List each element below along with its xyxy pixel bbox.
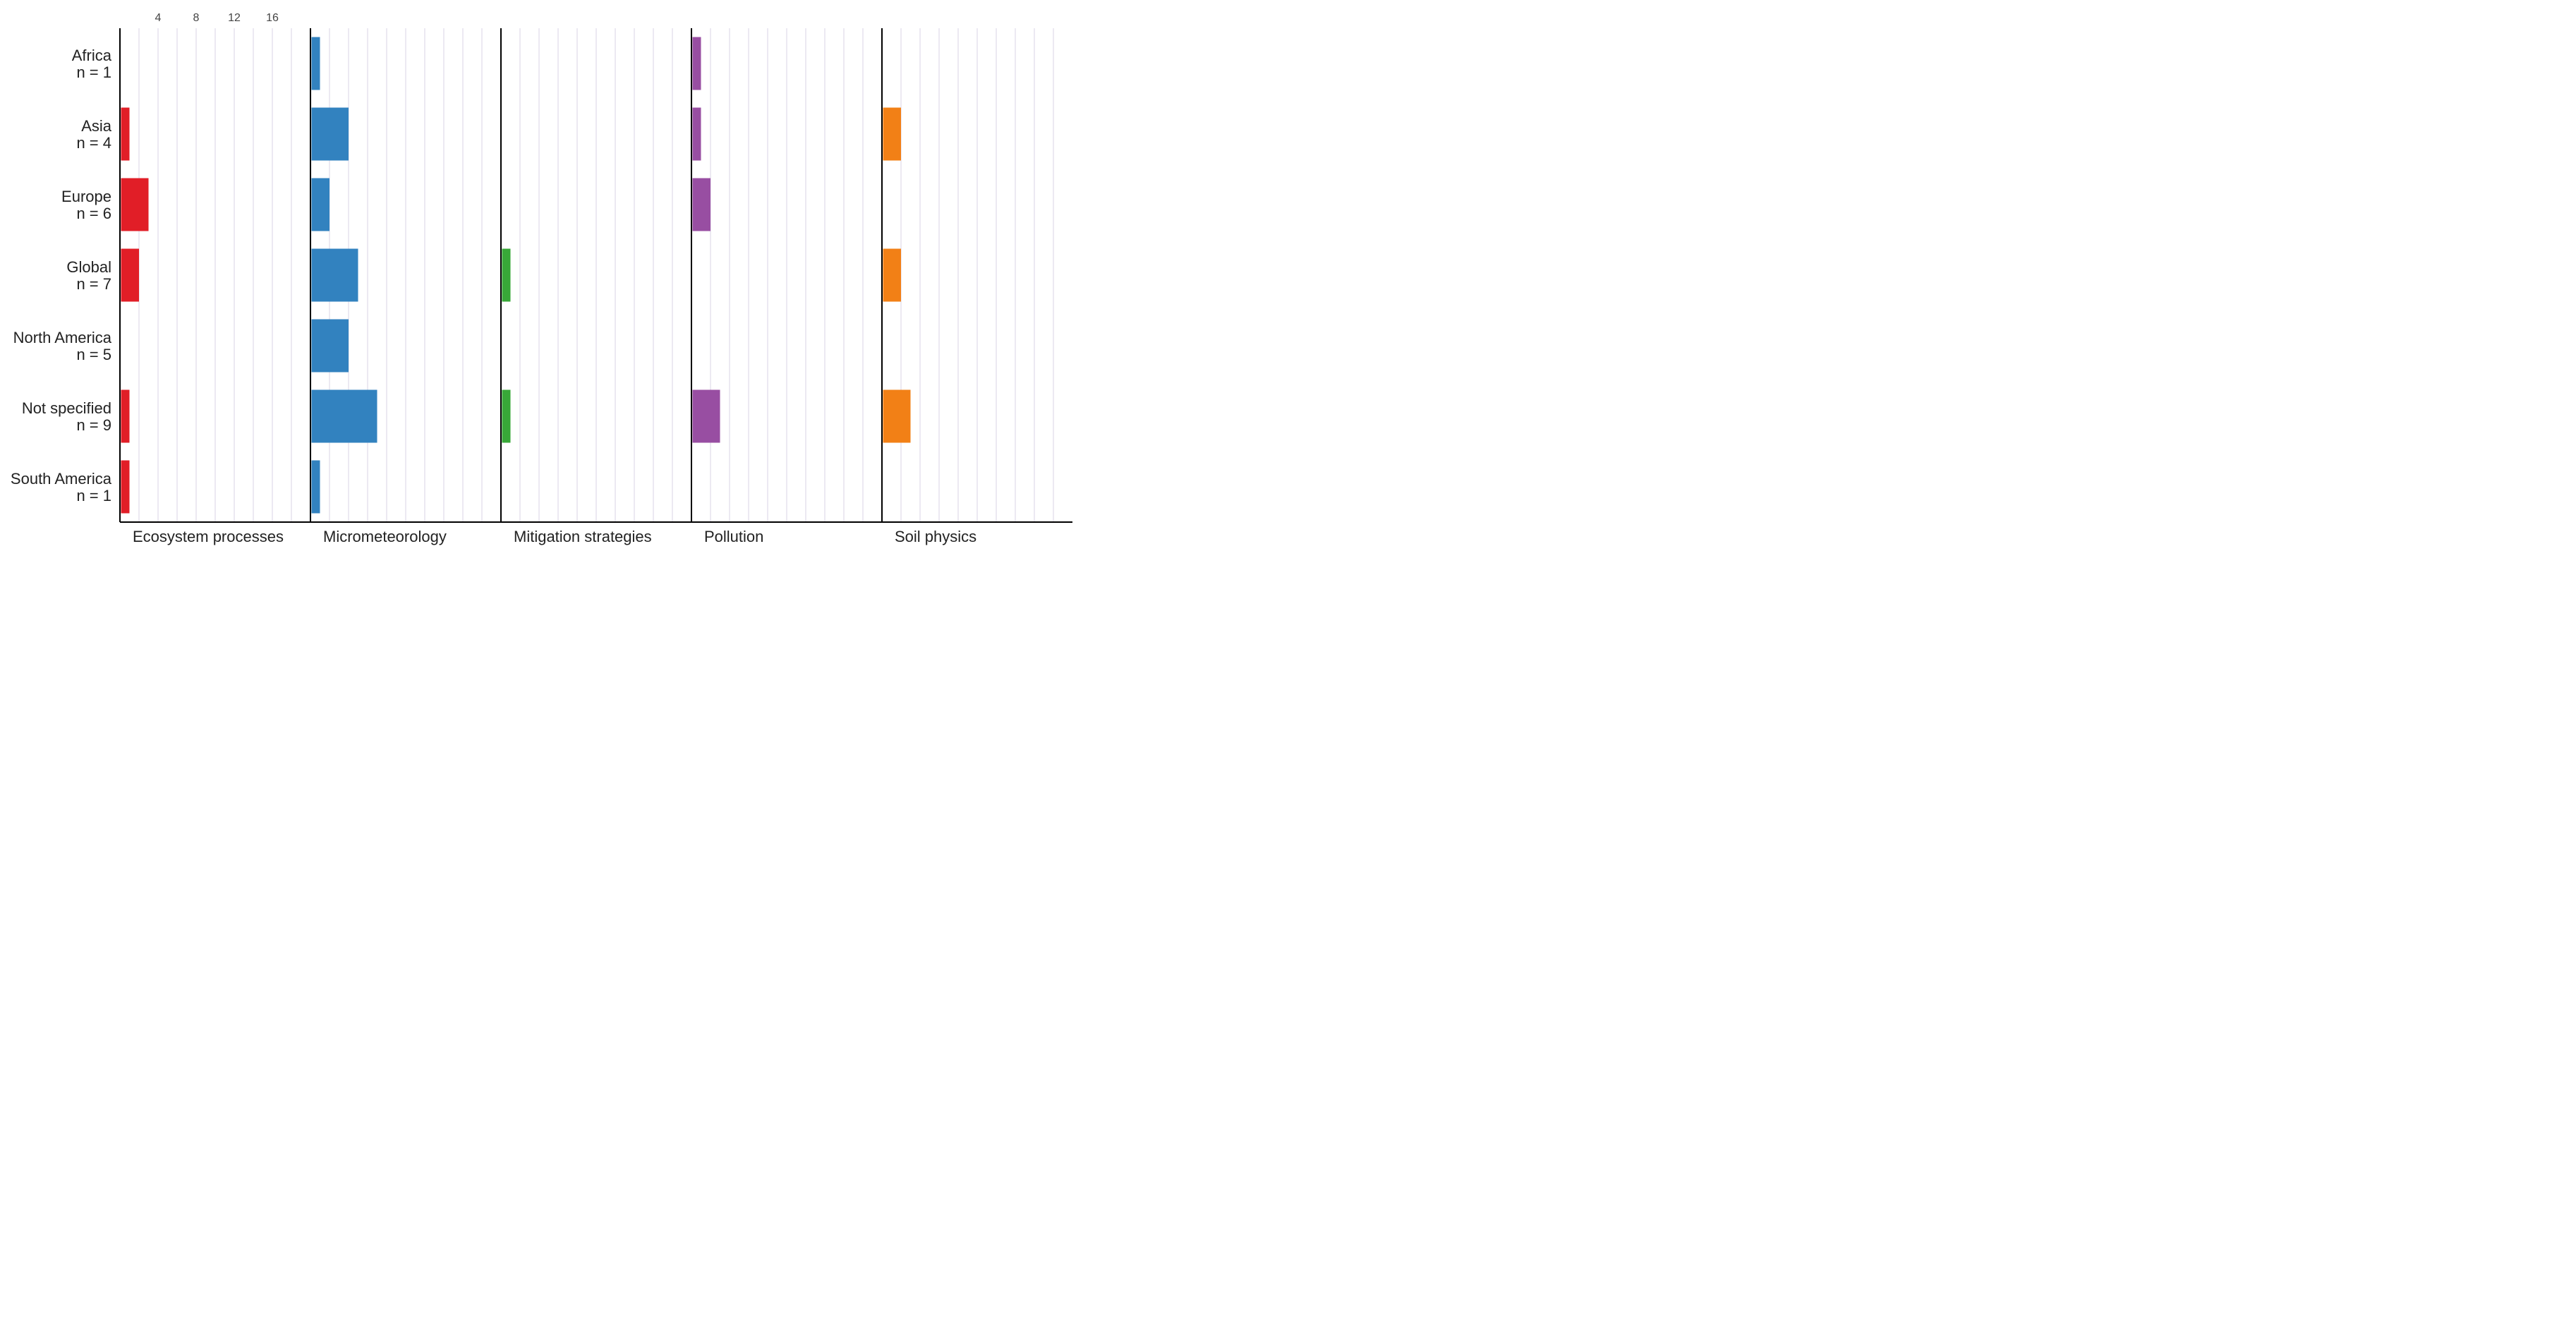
category-n-label: n = 7 (76, 275, 111, 293)
faceted-bar-chart: African = 1Asian = 4Europen = 6Globaln =… (0, 0, 1087, 564)
bar (121, 108, 130, 161)
bar (312, 320, 349, 373)
x-tick-label: 12 (228, 12, 241, 24)
category-label: Not specified (22, 399, 111, 417)
bar (312, 108, 349, 161)
bar (312, 249, 358, 302)
category-label: Europe (61, 188, 111, 205)
bar (121, 461, 130, 514)
panel-title: Pollution (704, 528, 763, 545)
bar (121, 249, 140, 302)
bar (312, 461, 320, 514)
bar (312, 179, 330, 231)
bar (502, 390, 511, 443)
bar (312, 37, 320, 90)
category-label: Global (66, 258, 111, 276)
panel-title: Ecosystem processes (133, 528, 284, 545)
x-tick-label: 4 (155, 12, 162, 24)
bar (693, 390, 720, 443)
bar (693, 37, 701, 90)
bar (121, 179, 149, 231)
panel-title: Micrometeorology (323, 528, 447, 545)
category-label: North America (13, 329, 112, 346)
bar (883, 249, 902, 302)
panel-title: Mitigation strategies (514, 528, 652, 545)
bar (883, 108, 902, 161)
category-n-label: n = 5 (76, 346, 111, 363)
x-tick-label: 16 (266, 12, 279, 24)
panel-title: Soil physics (895, 528, 976, 545)
x-tick-label: 8 (193, 12, 200, 24)
bar (883, 390, 911, 443)
bar (502, 249, 511, 302)
category-n-label: n = 4 (76, 134, 111, 152)
category-label: South America (11, 470, 112, 488)
bar (693, 108, 701, 161)
category-n-label: n = 9 (76, 416, 111, 434)
category-label: Asia (81, 117, 112, 135)
category-n-label: n = 1 (76, 487, 111, 504)
bar (693, 179, 711, 231)
category-n-label: n = 6 (76, 205, 111, 222)
category-n-label: n = 1 (76, 63, 111, 81)
bar (312, 390, 377, 443)
category-label: Africa (72, 47, 112, 64)
bar (121, 390, 130, 443)
